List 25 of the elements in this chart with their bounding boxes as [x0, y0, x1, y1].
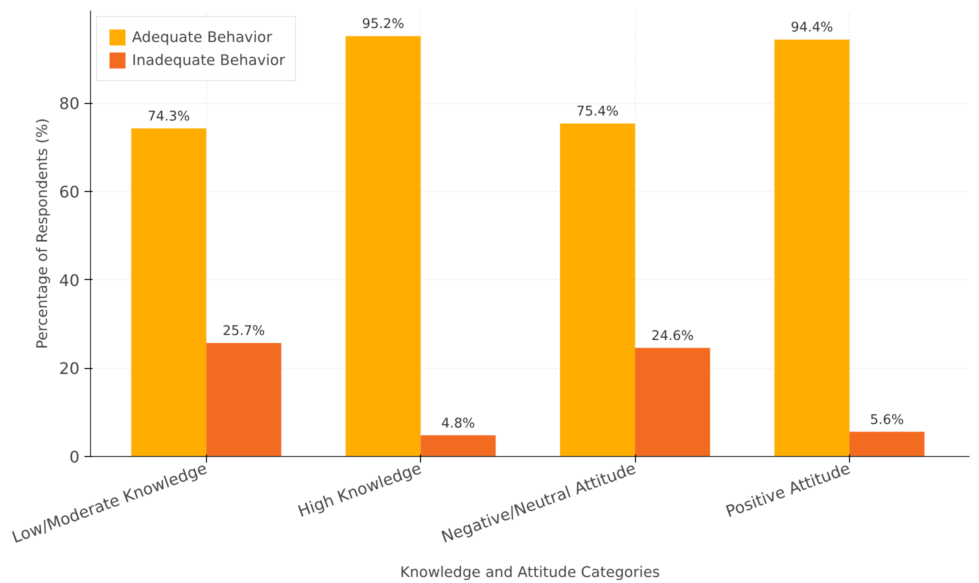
y-axis-title: Percentage of Respondents (%) [34, 118, 52, 349]
bar [560, 124, 636, 456]
bar [849, 432, 924, 456]
x-axis-title: Knowledge and Attitude Categories [400, 564, 660, 581]
data-label: 74.3% [148, 109, 190, 124]
bar [635, 348, 710, 456]
data-label: 25.7% [222, 324, 265, 340]
y-tick-label: 60 [59, 182, 80, 202]
bar [420, 435, 496, 456]
legend-label: Adequate Behavior [132, 28, 272, 46]
data-label: 4.8% [441, 416, 476, 432]
data-label: 94.4% [790, 20, 834, 36]
data-label: 5.6% [870, 412, 904, 428]
data-label: 24.6% [651, 328, 694, 344]
legend-label: Inadequate Behavior [132, 52, 285, 68]
bar [131, 128, 206, 456]
data-label: 75.4% [576, 104, 619, 120]
bar [774, 40, 850, 456]
y-tick-label: 40 [59, 270, 80, 290]
bar [206, 343, 282, 456]
y-tick-label: 0 [69, 448, 80, 466]
y-tick-label: 80 [59, 94, 80, 114]
y-tick-label: 20 [59, 359, 80, 378]
data-label: 95.2% [362, 17, 404, 32]
bar [346, 36, 421, 456]
